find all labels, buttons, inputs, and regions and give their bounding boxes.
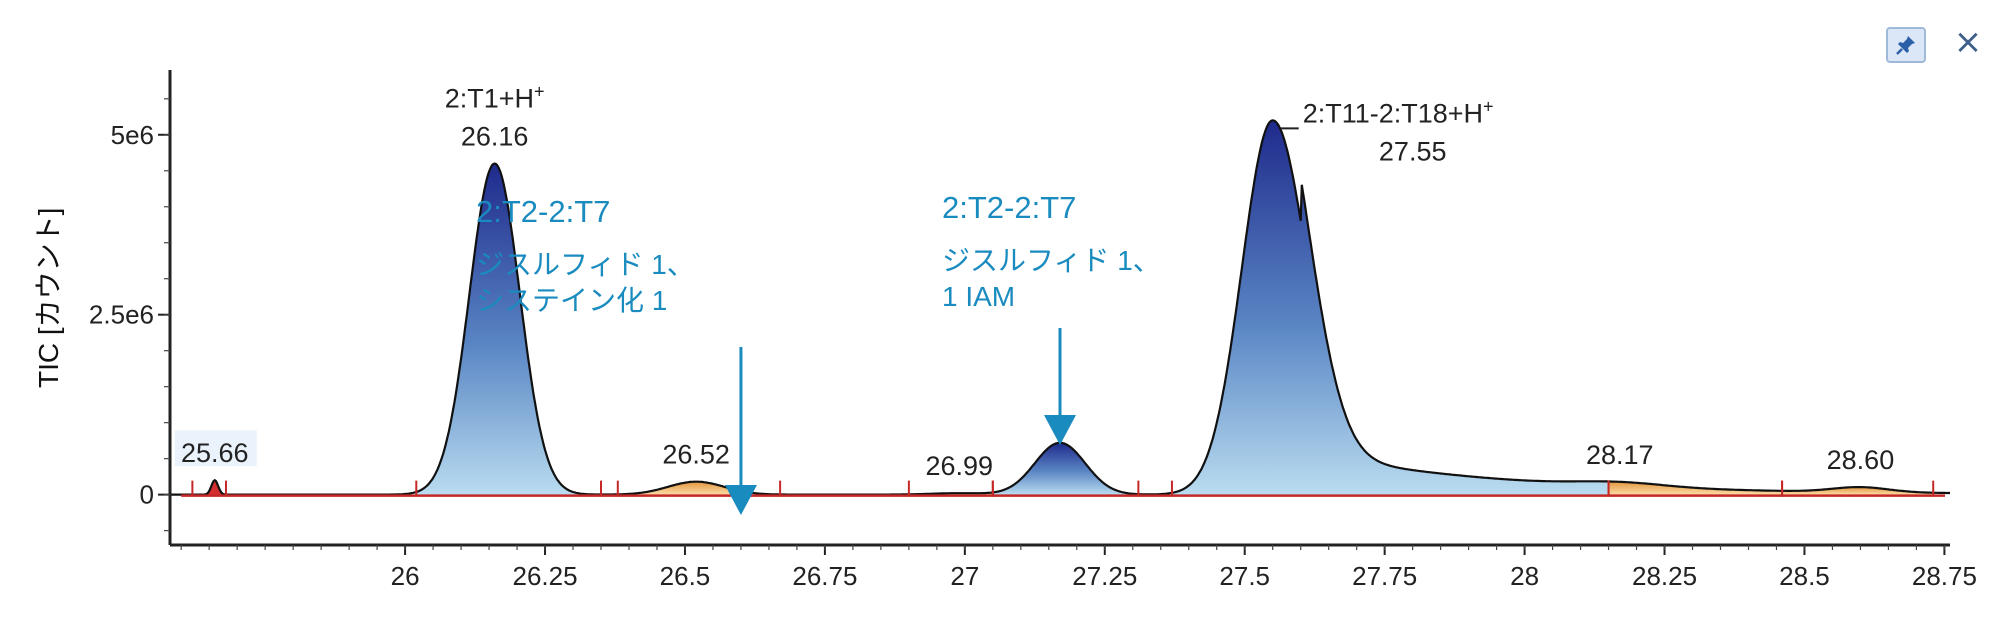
annotation-line1-0: ジスルフィド 1、 [476, 249, 695, 280]
x-tick-label: 28.75 [1912, 561, 1977, 591]
annotation-line2-1: 1 IAM [942, 281, 1015, 312]
peak-area-0 [192, 480, 226, 495]
annotation-title-1: 2:T2-2:T7 [942, 190, 1076, 225]
charge-superscript: + [534, 82, 545, 102]
close-button[interactable]: × [1953, 22, 1983, 62]
x-tick-label: 26.25 [512, 561, 577, 591]
rt-label-3: 26.99 [925, 451, 993, 481]
x-tick-label: 27 [950, 561, 979, 591]
y-tick-label: 5e6 [111, 120, 154, 150]
rt-label-0: 25.66 [181, 438, 249, 468]
peak-area-7 [1782, 487, 1934, 495]
annotation-arrow-head-1 [1044, 415, 1076, 445]
charge-superscript: + [1483, 96, 1494, 116]
x-tick-label: 26 [391, 561, 420, 591]
rt-label-6: 28.17 [1586, 440, 1654, 470]
annotation-line2-0: システイン化 1 [476, 285, 667, 316]
x-tick-label: 27.5 [1219, 561, 1270, 591]
x-tick-label: 27.25 [1072, 561, 1137, 591]
peaks [170, 119, 1950, 497]
y-tick-label: 0 [140, 480, 154, 510]
annotation-title-0: 2:T2-2:T7 [476, 194, 610, 229]
x-tick-label: 27.75 [1352, 561, 1417, 591]
rt-label-5: 27.55 [1379, 136, 1447, 166]
x-tick-label: 28 [1510, 561, 1539, 591]
rt-label-2: 26.52 [662, 440, 730, 470]
y-axis-label: TIC [カウント] [33, 208, 64, 388]
x-tick-label: 28.25 [1632, 561, 1697, 591]
rt-label-1: 26.16 [461, 122, 529, 152]
axes: 26 26.25 26.5 26.75 27 27.25 27.5 27.75 28 28.25 2… [89, 70, 1977, 591]
x-tick-label: 28.5 [1779, 561, 1830, 591]
labels: 25.66 26.16 2:T1+H+ 26.52 26.99 27.55 2:T11-2:… [174, 82, 1895, 515]
x-tick-label: 26.5 [660, 561, 711, 591]
annotation-line1-1: ジスルフィド 1、 [942, 245, 1161, 276]
peak-area-5 [1171, 120, 1609, 495]
rt-label-7: 28.60 [1827, 445, 1895, 475]
pin-icon [1896, 36, 1915, 55]
pin-button[interactable] [1886, 27, 1926, 63]
compound-label-5: 2:T11-2:T18+H+ [1303, 96, 1494, 128]
annotation-arrow-head-0 [724, 485, 757, 515]
peak-area-1 [416, 163, 601, 495]
compound-label-1: 2:T1+H+ [445, 82, 545, 114]
x-tick-label: 26.75 [792, 561, 857, 591]
rt-label-bg [174, 430, 257, 467]
peak-area-4 [992, 442, 1139, 495]
y-tick-label: 2.5e6 [89, 300, 154, 330]
